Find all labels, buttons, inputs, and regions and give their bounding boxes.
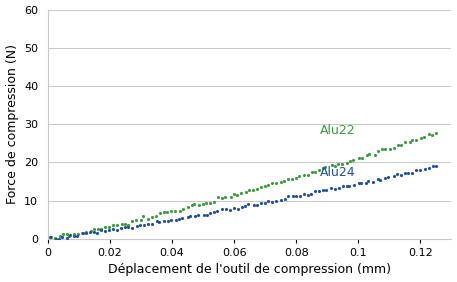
Alu22: [52, 236, 58, 239]
Alu22: [250, 188, 256, 191]
Alu22: [418, 136, 424, 140]
Alu24: [48, 235, 53, 239]
Alu22: [407, 140, 413, 144]
Alu24: [434, 164, 439, 167]
Alu22: [141, 215, 146, 218]
Text: Alu22: Alu22: [319, 124, 355, 137]
Alu22: [126, 223, 131, 226]
Line: Alu22: Alu22: [49, 132, 438, 239]
Alu24: [251, 204, 257, 207]
Alu22: [433, 132, 439, 135]
Alu24: [53, 237, 58, 241]
Text: Alu24: Alu24: [319, 166, 355, 179]
Alu22: [281, 179, 287, 183]
Alu24: [126, 226, 131, 229]
Alu24: [141, 224, 146, 227]
Y-axis label: Force de compression (N): Force de compression (N): [5, 44, 19, 204]
Line: Alu24: Alu24: [48, 164, 438, 241]
Alu24: [282, 197, 287, 201]
X-axis label: Déplacement de l'outil de compression (mm): Déplacement de l'outil de compression (m…: [108, 263, 391, 276]
Alu24: [406, 171, 411, 174]
Alu24: [417, 168, 423, 172]
Alu22: [48, 235, 53, 239]
